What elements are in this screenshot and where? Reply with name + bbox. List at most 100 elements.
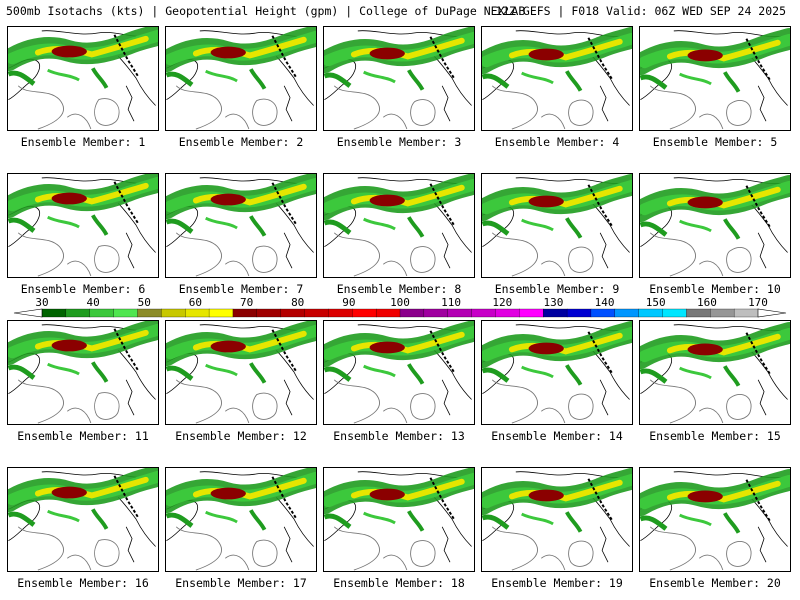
- colorbar-swatch: [280, 308, 305, 318]
- ensemble-member-label: Ensemble Member: 19: [491, 576, 623, 590]
- ensemble-member-map-plot: [640, 468, 790, 571]
- colorbar-tick-label: 60: [189, 296, 202, 309]
- ensemble-member-label: Ensemble Member: 8: [336, 282, 462, 296]
- ensemble-member-label: Ensemble Member: 11: [17, 429, 149, 443]
- ensemble-member-map: [481, 26, 633, 131]
- ensemble-member-map: [7, 26, 159, 131]
- ensemble-member-label: Ensemble Member: 14: [491, 429, 623, 443]
- ensemble-member-map: [7, 173, 159, 278]
- colorbar-swatch: [710, 308, 735, 318]
- ensemble-member-label: Ensemble Member: 3: [336, 135, 462, 149]
- colorbar-tick-label: 110: [441, 296, 461, 309]
- ensemble-member-map: [165, 26, 317, 131]
- ensemble-member-map: [639, 173, 791, 278]
- ensemble-member-label: Ensemble Member: 6: [20, 282, 146, 296]
- ensemble-member-map: [323, 173, 475, 278]
- colorbar-tick-label: 40: [86, 296, 99, 309]
- colorbar-swatch: [137, 308, 162, 318]
- colorbar-tick-label: 30: [35, 296, 48, 309]
- colorbar-swatch: [423, 308, 449, 318]
- ensemble-member-map-plot: [324, 468, 474, 571]
- colorbar-swatch: [519, 308, 544, 318]
- ensemble-member-map-plot: [324, 321, 474, 424]
- colorbar-swatch: [662, 308, 687, 318]
- ensemble-member-map-plot: [166, 174, 316, 277]
- ensemble-member-map-plot: [8, 321, 158, 424]
- ensemble-member-map: [481, 320, 633, 425]
- colorbar-swatch: [113, 308, 138, 318]
- ensemble-member-map-plot: [640, 321, 790, 424]
- ensemble-member-map: [165, 320, 317, 425]
- colorbar-tick-label: 130: [543, 296, 563, 309]
- colorbar-tick-label: 170: [748, 296, 768, 309]
- ensemble-member-label: Ensemble Member: 13: [333, 429, 465, 443]
- colorbar-swatch: [304, 308, 329, 318]
- ensemble-member-map: [165, 467, 317, 572]
- colorbar-tick-label: 50: [138, 296, 151, 309]
- ensemble-member-map-plot: [324, 174, 474, 277]
- ensemble-member-map-plot: [482, 321, 632, 424]
- colorbar-swatch: [65, 308, 91, 318]
- colorbar-swatch: [399, 308, 425, 318]
- colorbar-left-arrow: [13, 308, 43, 318]
- colorbar-tick-label: 100: [390, 296, 410, 309]
- colorbar-tick-label: 90: [342, 296, 355, 309]
- ensemble-member-map: [639, 467, 791, 572]
- colorbar-swatch: [447, 308, 473, 318]
- colorbar-swatch: [208, 308, 234, 318]
- colorbar-swatch: [375, 308, 401, 318]
- ensemble-member-label: Ensemble Member: 15: [649, 429, 781, 443]
- ensemble-member-label: Ensemble Member: 9: [494, 282, 620, 296]
- ensemble-member-label: Ensemble Member: 12: [175, 429, 307, 443]
- ensemble-member-map-plot: [166, 468, 316, 571]
- colorbar-right-arrow: [757, 308, 787, 318]
- colorbar-tick-label: 120: [492, 296, 512, 309]
- colorbar-swatch: [638, 308, 663, 318]
- isotach-colorbar: 30 40 50 60 70 80 90 100 110 120 130 140 150 160 170: [13, 296, 787, 318]
- colorbar-tick-label: 80: [291, 296, 304, 309]
- ensemble-member-label: Ensemble Member: 16: [17, 576, 149, 590]
- ensemble-member-label: Ensemble Member: 7: [178, 282, 304, 296]
- ensemble-member-map: [481, 467, 633, 572]
- ensemble-member-label: Ensemble Member: 1: [20, 135, 146, 149]
- colorbar-swatch: [566, 308, 592, 318]
- colorbar-swatch: [161, 308, 186, 318]
- ensemble-member-map-plot: [166, 321, 316, 424]
- colorbar-tick-label: 140: [595, 296, 615, 309]
- colorbar-tick-label: 70: [240, 296, 253, 309]
- ensemble-member-label: Ensemble Member: 20: [649, 576, 781, 590]
- ensemble-member-map: [7, 320, 159, 425]
- colorbar-swatch: [256, 308, 282, 318]
- ensemble-member-map-plot: [8, 468, 158, 571]
- ensemble-member-map-plot: [640, 174, 790, 277]
- colorbar-swatch: [232, 308, 258, 318]
- colorbar-swatch: [686, 308, 711, 318]
- ensemble-member-map-plot: [324, 27, 474, 130]
- colorbar-swatch: [328, 308, 353, 318]
- ensemble-member-label: Ensemble Member: 5: [652, 135, 778, 149]
- ensemble-member-label: Ensemble Member: 18: [333, 576, 465, 590]
- colorbar-swatch: [590, 308, 616, 318]
- ensemble-member-map-plot: [166, 27, 316, 130]
- ensemble-member-label: Ensemble Member: 17: [175, 576, 307, 590]
- ensemble-member-label: Ensemble Member: 4: [494, 135, 620, 149]
- colorbar-swatch: [41, 308, 67, 318]
- ensemble-member-map: [639, 320, 791, 425]
- ensemble-member-map: [165, 173, 317, 278]
- colorbar-swatch: [614, 308, 640, 318]
- ensemble-member-map: [639, 26, 791, 131]
- chart-title-right: 12Z GEFS | F018 Valid: 06Z WED SEP 24 20…: [495, 4, 786, 18]
- colorbar-swatch: [543, 308, 568, 318]
- ensemble-member-map: [481, 173, 633, 278]
- colorbar-swatch: [495, 308, 520, 318]
- ensemble-member-map-plot: [640, 27, 790, 130]
- colorbar-swatch: [185, 308, 210, 318]
- colorbar-swatch: [471, 308, 496, 318]
- ensemble-member-map-plot: [482, 27, 632, 130]
- ensemble-member-label: Ensemble Member: 10: [649, 282, 781, 296]
- ensemble-member-map: [323, 467, 475, 572]
- ensemble-member-label: Ensemble Member: 2: [178, 135, 304, 149]
- colorbar-tick-label: 160: [697, 296, 717, 309]
- ensemble-member-map: [323, 320, 475, 425]
- colorbar-swatch: [733, 308, 759, 318]
